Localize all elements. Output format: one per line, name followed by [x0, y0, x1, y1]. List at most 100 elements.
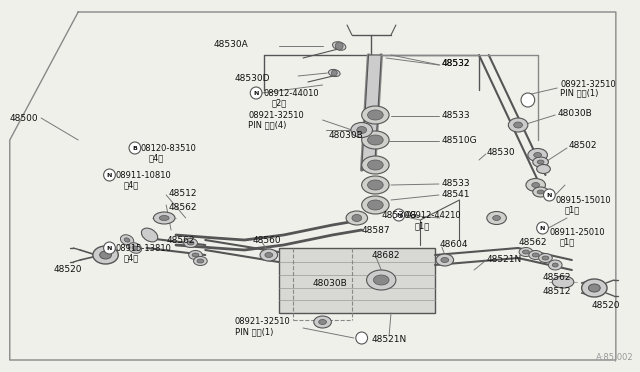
Text: （4）: （4） — [148, 154, 164, 163]
Text: 48532: 48532 — [442, 58, 470, 67]
Text: （1）: （1） — [559, 237, 575, 247]
Ellipse shape — [351, 122, 372, 138]
Ellipse shape — [537, 160, 544, 164]
Text: 48030B: 48030B — [313, 279, 348, 289]
Text: 08921-32510: 08921-32510 — [248, 110, 304, 119]
Circle shape — [393, 209, 404, 221]
Ellipse shape — [352, 215, 362, 221]
Text: 48562: 48562 — [166, 235, 195, 244]
Text: （1）: （1） — [565, 205, 580, 215]
Ellipse shape — [346, 211, 367, 225]
Ellipse shape — [362, 131, 389, 149]
Ellipse shape — [159, 215, 169, 221]
Text: 48502: 48502 — [569, 141, 597, 150]
Ellipse shape — [487, 212, 506, 224]
Ellipse shape — [367, 180, 383, 190]
Circle shape — [332, 70, 337, 76]
Ellipse shape — [187, 241, 194, 245]
Ellipse shape — [192, 253, 199, 257]
Ellipse shape — [154, 212, 175, 224]
Text: N: N — [107, 173, 112, 177]
Text: 08911-25010: 08911-25010 — [549, 228, 605, 237]
Ellipse shape — [526, 179, 545, 192]
Ellipse shape — [514, 122, 522, 128]
Bar — [278, 248, 435, 313]
Text: 08912-44210: 08912-44210 — [406, 211, 461, 219]
Ellipse shape — [362, 106, 389, 124]
Ellipse shape — [532, 183, 540, 187]
Ellipse shape — [532, 157, 548, 167]
Ellipse shape — [362, 176, 389, 194]
Text: （1）: （1） — [415, 221, 429, 231]
Ellipse shape — [265, 253, 273, 257]
Ellipse shape — [532, 187, 548, 197]
Ellipse shape — [588, 284, 600, 292]
Text: 48541: 48541 — [442, 189, 470, 199]
Text: 48587: 48587 — [362, 225, 390, 234]
Ellipse shape — [519, 247, 532, 257]
Text: 48521N: 48521N — [487, 256, 522, 264]
Text: 08911-10810: 08911-10810 — [115, 170, 171, 180]
Text: （4）: （4） — [123, 180, 138, 189]
Ellipse shape — [124, 238, 130, 242]
Text: N: N — [547, 192, 552, 198]
Text: 48530G: 48530G — [381, 211, 417, 219]
Text: 48562: 48562 — [543, 273, 571, 282]
Ellipse shape — [357, 126, 367, 134]
Text: 48030B: 48030B — [328, 131, 364, 140]
Ellipse shape — [333, 42, 346, 50]
Ellipse shape — [189, 250, 202, 260]
Ellipse shape — [552, 263, 558, 267]
Circle shape — [335, 42, 343, 50]
Text: （2）: （2） — [272, 99, 287, 108]
Ellipse shape — [582, 279, 607, 297]
Text: 48510G: 48510G — [442, 135, 477, 144]
Circle shape — [104, 242, 115, 254]
Text: 48562: 48562 — [518, 237, 547, 247]
Text: 48521N: 48521N — [371, 336, 406, 344]
Text: 48520: 48520 — [591, 301, 620, 310]
Ellipse shape — [197, 259, 204, 263]
Ellipse shape — [539, 253, 552, 263]
Polygon shape — [362, 55, 381, 170]
Ellipse shape — [529, 250, 543, 260]
Text: 08912-44010: 08912-44010 — [264, 89, 319, 97]
Ellipse shape — [132, 246, 138, 250]
Ellipse shape — [373, 275, 389, 285]
Ellipse shape — [141, 228, 157, 242]
Ellipse shape — [328, 70, 340, 77]
Ellipse shape — [534, 153, 541, 157]
Text: 48533: 48533 — [442, 110, 470, 119]
Ellipse shape — [93, 246, 118, 264]
Text: N: N — [396, 212, 401, 218]
Ellipse shape — [362, 196, 389, 214]
Ellipse shape — [314, 316, 332, 328]
Text: 08915-13810: 08915-13810 — [115, 244, 172, 253]
Text: PIN ピン(1): PIN ピン(1) — [560, 89, 598, 97]
Ellipse shape — [528, 148, 547, 161]
Ellipse shape — [367, 110, 383, 120]
Ellipse shape — [537, 190, 544, 194]
Ellipse shape — [508, 118, 528, 132]
Text: 48604: 48604 — [440, 240, 468, 248]
Text: B: B — [132, 145, 138, 151]
Ellipse shape — [260, 249, 278, 261]
Ellipse shape — [441, 257, 449, 263]
Text: 48530D: 48530D — [235, 74, 270, 83]
Text: PIN ピン(4): PIN ピン(4) — [248, 121, 287, 129]
Text: 48533: 48533 — [442, 179, 470, 187]
Circle shape — [543, 189, 556, 201]
Ellipse shape — [367, 160, 383, 170]
Text: 48532: 48532 — [442, 58, 470, 67]
Ellipse shape — [184, 238, 198, 247]
Text: N: N — [253, 90, 259, 96]
Text: 08915-15010: 08915-15010 — [556, 196, 611, 205]
Circle shape — [250, 87, 262, 99]
Text: 48500: 48500 — [10, 113, 38, 122]
Text: 48512: 48512 — [168, 189, 196, 198]
Ellipse shape — [522, 250, 529, 254]
Ellipse shape — [367, 270, 396, 290]
Text: N: N — [540, 225, 545, 231]
Ellipse shape — [367, 200, 383, 210]
Circle shape — [129, 142, 141, 154]
